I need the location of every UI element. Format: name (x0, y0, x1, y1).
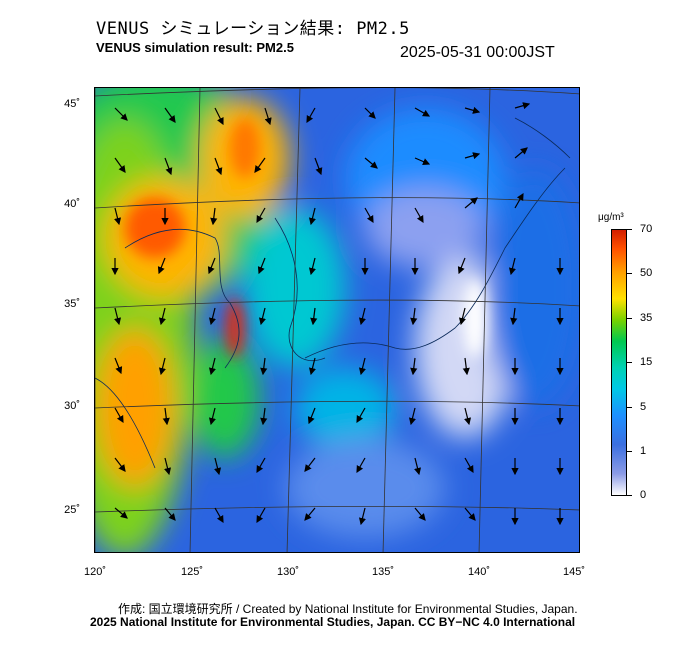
coastlines (95, 117, 571, 469)
lon-label-125: 125˚ (181, 566, 204, 578)
credit-line-2: 2025 National Institute for Environmenta… (90, 615, 576, 629)
colorbar-tick-50: 50 (640, 267, 653, 279)
pm25-map (94, 87, 580, 553)
title-japanese: VENUS シミュレーション結果: PM2.5 (96, 19, 410, 39)
colorbar-unit: μg/m³ (598, 212, 624, 223)
lat-label-40: 40˚ (64, 198, 80, 210)
lat-label-35: 35˚ (64, 298, 80, 310)
colorbar-tick-35: 35 (640, 312, 653, 324)
title-english: VENUS simulation result: PM2.5 (96, 40, 294, 55)
lon-label-120: 120˚ (84, 566, 107, 578)
timestamp: 2025-05-31 00:00JST (400, 44, 555, 61)
colorbar-tick-15: 15 (640, 356, 653, 368)
lat-label-30: 30˚ (64, 400, 80, 412)
lon-label-145: 145˚ (563, 566, 586, 578)
lon-label-140: 140˚ (468, 566, 491, 578)
lat-label-25: 25˚ (64, 504, 80, 516)
colorbar-tick-1: 1 (640, 445, 647, 457)
credit-line-1: 作成: 国立環境研究所 / Created by National Instit… (118, 602, 578, 616)
graticule (95, 88, 579, 552)
hotspots (125, 118, 487, 358)
map-canvas (95, 88, 579, 552)
colorbar-tick-5: 5 (640, 401, 647, 413)
colorbar (611, 229, 627, 496)
lat-label-45: 45˚ (64, 98, 80, 110)
colorbar-tick-0: 0 (640, 489, 647, 501)
colorbar-tick-70: 70 (640, 223, 653, 235)
wind-vectors (111, 102, 564, 526)
lon-label-135: 135˚ (372, 566, 395, 578)
lon-label-130: 130˚ (277, 566, 300, 578)
